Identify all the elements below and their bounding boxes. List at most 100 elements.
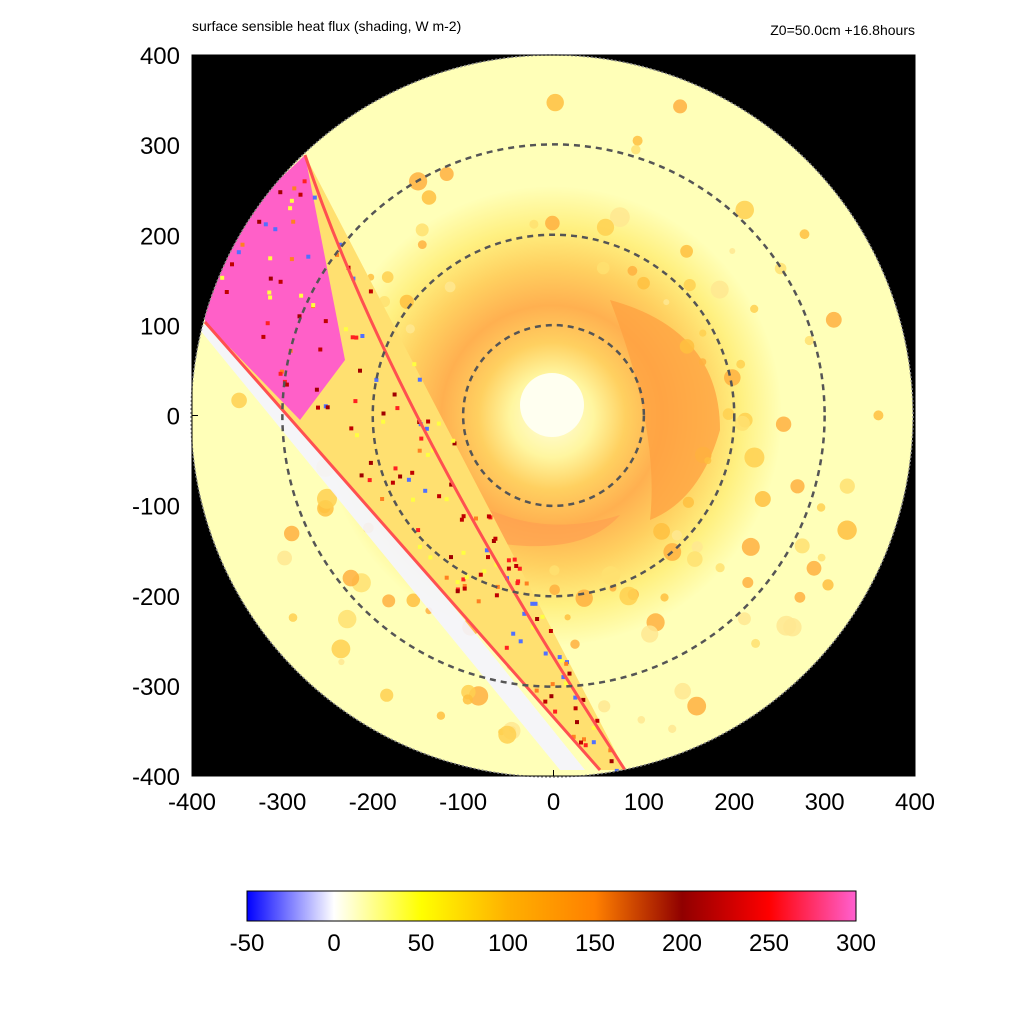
wedge-speckle	[368, 289, 373, 294]
wedge-speckle	[464, 575, 469, 580]
range-ring	[281, 143, 826, 688]
wedge-speckle	[381, 419, 386, 424]
wedge-speckle	[265, 321, 270, 326]
wedge-speckle	[393, 466, 398, 471]
wedge-speckle	[452, 441, 457, 446]
wedge-speckle	[461, 550, 466, 555]
wedge-speckle	[495, 584, 500, 589]
wedge-speckle	[579, 740, 583, 745]
convective-cell	[331, 639, 351, 659]
colorbar-tick-label: 300	[836, 930, 876, 957]
chart-title: surface sensible heat flux (shading, W m…	[192, 18, 462, 34]
convective-cell	[382, 594, 396, 608]
wedge-speckle	[312, 195, 317, 200]
wedge-speckle	[504, 645, 509, 650]
wedge-speckle	[533, 601, 538, 606]
convective-cell	[682, 496, 695, 508]
convective-cell	[317, 488, 337, 509]
wedge-speckle	[459, 517, 464, 522]
wedge-speckle	[392, 392, 397, 397]
convective-cell	[737, 612, 751, 626]
convective-cell	[683, 279, 696, 292]
wedge-speckle	[474, 516, 478, 521]
wedge-speckle	[582, 737, 586, 742]
convective-cell	[668, 724, 677, 734]
wedge-speckle	[410, 470, 415, 475]
wedge-speckle	[291, 219, 296, 224]
convective-cell	[674, 682, 691, 700]
wedge-speckle	[543, 699, 548, 704]
wedge-speckle	[567, 671, 572, 676]
chart-subtitle: Z0=50.0cm +16.8hours	[770, 22, 915, 38]
wedge-speckle	[436, 421, 441, 426]
wedge-edge-upper	[303, 154, 627, 771]
wedge-speckle	[263, 222, 268, 227]
wedge-speckle	[349, 426, 354, 431]
wedge-speckle	[360, 334, 365, 338]
wedge-speckle	[419, 436, 424, 441]
wedge-speckle	[563, 681, 568, 686]
convective-cell	[288, 613, 298, 622]
wedge-speckle	[486, 514, 491, 519]
convective-cell	[817, 553, 826, 562]
wedge-speckle	[284, 382, 289, 387]
convective-cell	[342, 569, 360, 587]
convective-cell	[744, 447, 765, 468]
wedge-speckle	[292, 186, 297, 191]
wedge-speckle	[518, 639, 523, 644]
wedge-speckle	[289, 257, 294, 262]
wedge-speckle	[257, 219, 262, 224]
wedge-speckle	[514, 564, 519, 568]
y-tick-label: -400	[132, 764, 180, 791]
wedge-speckle	[553, 709, 558, 714]
wedge-speckle	[476, 599, 481, 604]
convective-cell	[710, 280, 729, 299]
x-tick-label: -400	[168, 789, 216, 816]
wedge-speckle	[380, 497, 385, 501]
convective-cell	[436, 711, 446, 720]
convective-cell	[462, 694, 473, 705]
wedge-speckle	[462, 586, 467, 591]
convective-cell	[399, 294, 414, 309]
convective-cell	[444, 281, 456, 293]
range-rings	[281, 143, 826, 688]
wedge-speckle	[220, 275, 225, 280]
wedge-speckle	[261, 334, 266, 339]
convective-cell	[338, 609, 357, 629]
wedge-speckle	[289, 198, 294, 203]
x-tick-label: 0	[547, 789, 560, 816]
convective-cell	[735, 200, 754, 220]
wedge-speckle	[486, 555, 490, 560]
y-axis-ticks: 400 300 200 100 0 -100 -200 -300 -400	[132, 43, 198, 791]
wedge-speckle	[494, 562, 499, 567]
wedge-speckle	[491, 539, 496, 543]
convective-cell	[687, 551, 703, 567]
wedge-speckle	[444, 497, 449, 502]
wedge-speckle	[267, 290, 272, 295]
y-tick-label: -100	[132, 494, 180, 521]
wedge-speckle	[343, 327, 348, 332]
wedge-speckle	[573, 695, 578, 700]
wedge-speckle	[406, 477, 411, 482]
wedge-speckle	[455, 589, 460, 594]
wedge-speckle	[288, 206, 293, 211]
wedge-speckle	[279, 369, 284, 374]
wedge-speckle	[564, 661, 569, 666]
convective-cell	[837, 520, 857, 540]
convective-cell	[231, 392, 247, 409]
convective-cell	[545, 215, 560, 231]
y-tick-label: 200	[140, 223, 180, 250]
wedge-speckle	[350, 335, 355, 340]
wedge-speckle	[543, 651, 548, 656]
wedge-speckle	[417, 544, 422, 549]
convective-cell	[691, 541, 703, 553]
convective-cell	[671, 530, 683, 541]
convective-cell	[804, 335, 814, 346]
eye-region	[520, 373, 584, 437]
wedge-speckle	[236, 250, 241, 255]
wedge-speckle	[424, 426, 429, 431]
convective-cell	[498, 725, 517, 744]
wedge-speckle	[426, 419, 431, 424]
convective-cell	[794, 538, 810, 554]
